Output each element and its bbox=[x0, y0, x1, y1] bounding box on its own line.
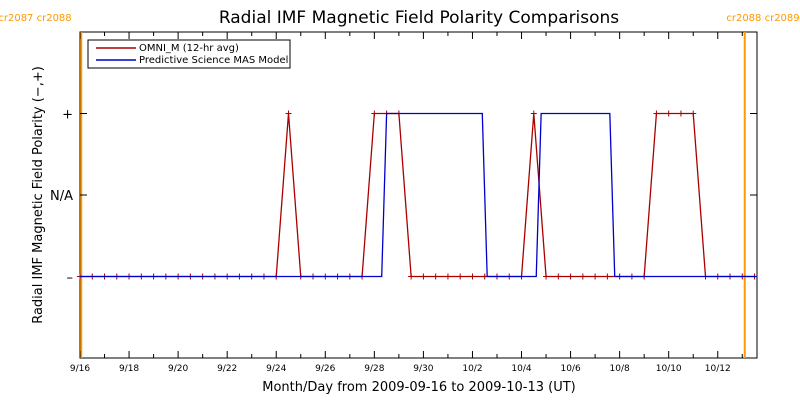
x-tick-label: 10/8 bbox=[610, 364, 630, 374]
x-tick-label: 9/28 bbox=[364, 364, 384, 374]
data-point bbox=[604, 273, 611, 280]
chart-title: Radial IMF Magnetic Field Polarity Compa… bbox=[219, 8, 619, 28]
carrington-label-1: cr2088 cr2089 bbox=[726, 13, 799, 24]
data-point bbox=[457, 273, 464, 280]
data-point bbox=[653, 110, 660, 117]
data-point bbox=[420, 273, 427, 280]
carrington-label-0: cr2087 cr2088 bbox=[0, 13, 72, 24]
x-tick-label: 10/12 bbox=[705, 364, 731, 374]
legend-label-omni: OMNI_M (12-hr avg) bbox=[139, 43, 239, 54]
data-point bbox=[592, 273, 599, 280]
legend: OMNI_M (12-hr avg) Predictive Science MA… bbox=[87, 39, 291, 69]
data-point bbox=[371, 110, 378, 117]
data-point bbox=[408, 273, 415, 280]
data-point bbox=[677, 110, 684, 117]
y-tick-labels: + N/A – bbox=[50, 108, 73, 286]
legend-label-mas: Predictive Science MAS Model bbox=[139, 55, 288, 66]
x-axis-label: Month/Day from 2009-09-16 to 2009-10-13 … bbox=[262, 380, 575, 395]
data-point bbox=[567, 273, 574, 280]
series-group bbox=[77, 110, 758, 280]
y-tick-label: + bbox=[62, 108, 73, 123]
plot-frame bbox=[79, 31, 758, 359]
x-tick-label: 9/16 bbox=[70, 364, 90, 374]
y-tick-label: – bbox=[67, 271, 74, 286]
data-point bbox=[530, 110, 537, 117]
y-tick-label: N/A bbox=[50, 189, 73, 204]
series-line-0 bbox=[80, 112, 755, 278]
data-point bbox=[543, 273, 550, 280]
x-tick-label: 9/24 bbox=[266, 364, 286, 374]
x-tick-label: 10/10 bbox=[656, 364, 682, 374]
data-point bbox=[690, 110, 697, 117]
data-point bbox=[285, 110, 292, 117]
legend-box bbox=[87, 39, 291, 69]
data-point bbox=[444, 273, 451, 280]
x-tick-label: 10/6 bbox=[560, 364, 580, 374]
x-tick-label: 9/22 bbox=[217, 364, 237, 374]
x-tick-label: 10/4 bbox=[511, 364, 531, 374]
data-point bbox=[579, 273, 586, 280]
data-point bbox=[555, 273, 562, 280]
x-tick-label: 9/18 bbox=[119, 364, 139, 374]
data-point bbox=[469, 273, 476, 280]
x-tick-label: 9/20 bbox=[168, 364, 188, 374]
x-tick-label: 9/26 bbox=[315, 364, 335, 374]
x-tick-label: 10/2 bbox=[462, 364, 482, 374]
data-point bbox=[665, 110, 672, 117]
data-point bbox=[432, 273, 439, 280]
x-tick-labels: 9/16 9/18 9/20 9/22 9/24 9/26 9/28 9/30 10/2 10/4… bbox=[70, 364, 731, 374]
axis-ticks bbox=[79, 32, 757, 358]
series-line-1 bbox=[80, 112, 757, 278]
y-axis-label: Radial IMF Magnetic Field Polarity (−,+) bbox=[31, 66, 46, 324]
x-tick-label: 9/30 bbox=[413, 364, 433, 374]
